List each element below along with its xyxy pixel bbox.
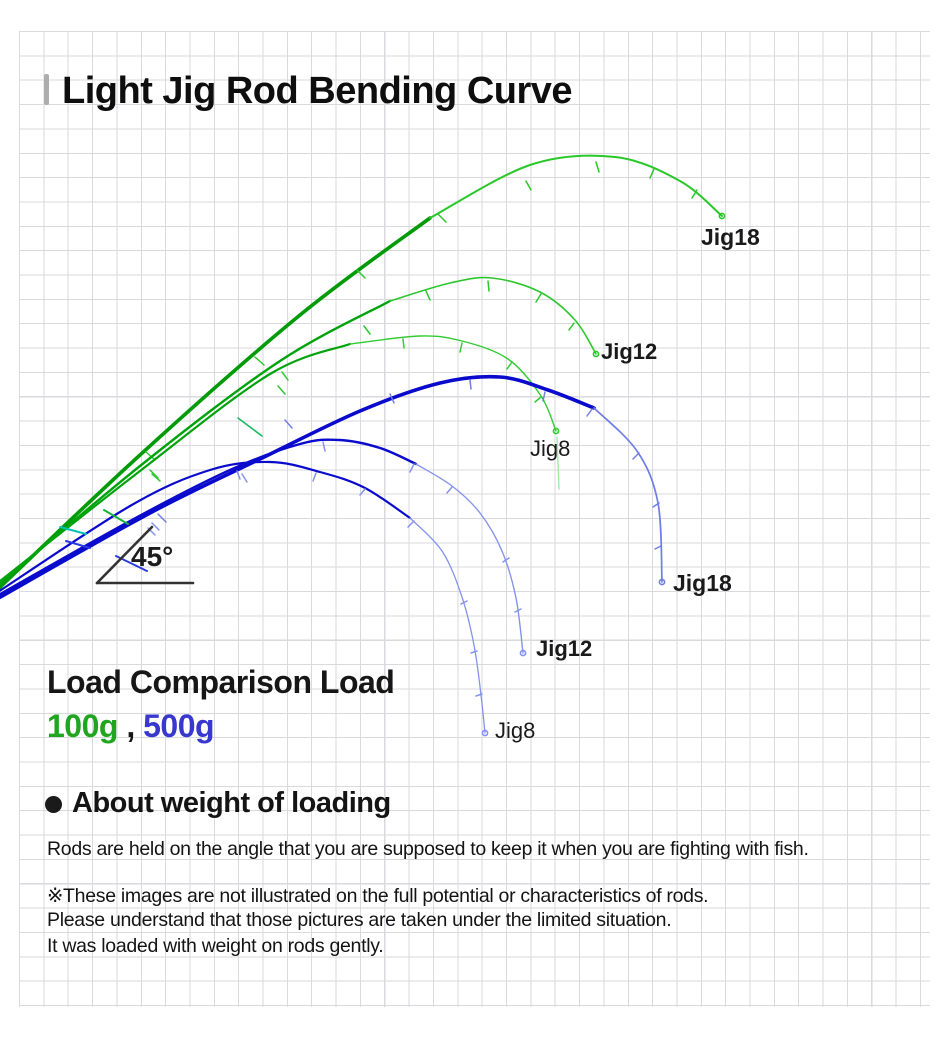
rod-tip-guide-icon — [592, 350, 600, 358]
about-line-1: Rods are held on the angle that you are … — [47, 838, 809, 860]
rod-curve-jig8-100g — [0, 335, 560, 583]
rod-curve-jig12-500g — [0, 438, 527, 657]
about-heading: About weight of loading — [72, 787, 391, 819]
about-line-2: ※These images are not illustrated on the… — [47, 885, 709, 907]
angle-45-label: 45° — [131, 541, 174, 572]
about-line-4: It was loaded with weight on rods gently… — [47, 935, 384, 957]
bullet-icon — [45, 796, 62, 813]
rod-tip-guide-icon — [481, 729, 489, 737]
rod-tip-guide-icon — [552, 427, 560, 435]
curve-label-jig18-100g: Jig18 — [701, 224, 760, 250]
curve-label-jig8-500g: Jig8 — [495, 718, 536, 743]
butt-guide-tick — [59, 526, 87, 535]
title-accent-bar — [44, 74, 49, 105]
curve-label-jig8-100g: Jig8 — [530, 436, 571, 461]
butt-guide-tick — [237, 417, 263, 437]
legend-load-500g: 500g — [143, 708, 215, 744]
legend-load-100g: 100g — [47, 708, 118, 744]
angle-45-line — [95, 525, 154, 585]
rod-tip-guide-icon — [658, 578, 666, 586]
legend-heading: Load Comparison Load — [47, 664, 395, 700]
curve-label-jig12-100g: Jig12 — [601, 339, 658, 364]
butt-guide-tick — [103, 509, 129, 525]
butt-guide-tick — [556, 436, 560, 490]
rod-tip-guide-icon — [718, 212, 726, 220]
butt-guide-tick — [65, 540, 91, 549]
curve-label-jig12-500g: Jig12 — [536, 636, 593, 661]
legend-loads: 100g , 500g — [47, 708, 215, 745]
legend-separator: , — [117, 708, 144, 744]
rod-tip-guide-icon — [519, 649, 527, 657]
rod-curve-jig18-100g — [0, 154, 726, 590]
grid-paper — [19, 31, 930, 1007]
about-line-3: Please understand that those pictures ar… — [47, 909, 672, 931]
rod-curve-jig18-500g — [0, 374, 666, 600]
page-title: Light Jig Rod Bending Curve — [62, 70, 573, 112]
curve-label-jig18-500g: Jig18 — [673, 570, 732, 596]
rod-curve-jig8-500g — [0, 460, 489, 737]
rod-curve-jig12-100g — [0, 276, 600, 586]
